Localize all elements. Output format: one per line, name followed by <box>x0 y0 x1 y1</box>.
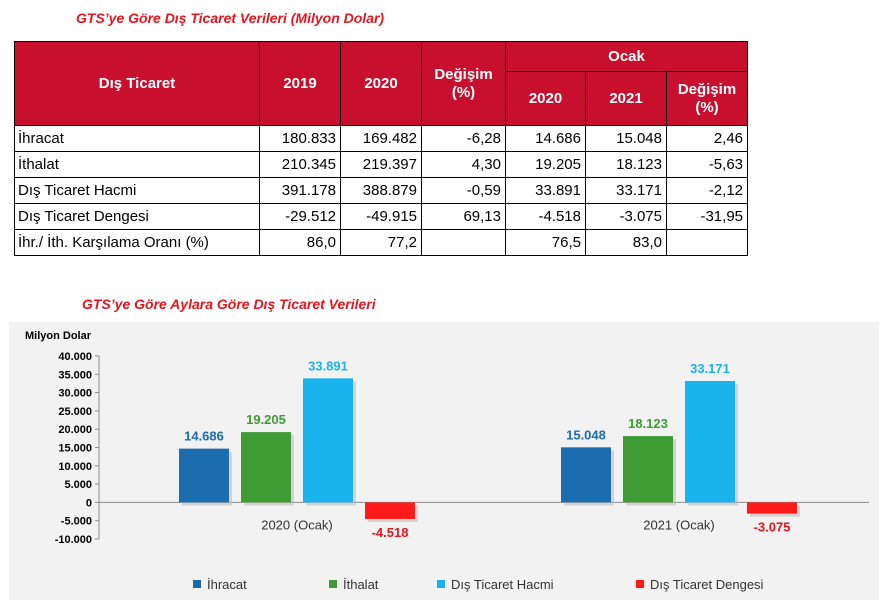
data-label: 18.123 <box>628 416 668 431</box>
y-tick-label: -10.000 <box>55 534 92 546</box>
header-2020: 2020 <box>340 41 422 126</box>
legend-label: İthalat <box>343 577 379 592</box>
cell-o2021: 83,0 <box>585 229 667 256</box>
table-row: Dış Ticaret Hacmi 391.178 388.879 -0,59 33.8… <box>14 177 749 204</box>
table-row: Dış Ticaret Dengesi -29.512 -49.915 69,13 -4… <box>14 203 749 230</box>
category-label: 2020 (Ocak) <box>261 517 333 532</box>
cell-chg: 4,30 <box>421 151 506 178</box>
y-tick-label: 15.000 <box>58 443 92 455</box>
header-ocak: Ocak <box>504 41 749 72</box>
cell-chg: 69,13 <box>421 203 506 230</box>
cell-v2020: 219.397 <box>340 151 422 178</box>
cell-o2020: 76,5 <box>505 229 586 256</box>
legend-label: İhracat <box>207 577 247 592</box>
legend-swatch <box>636 580 644 588</box>
table-row: İthalat 210.345 219.397 4,30 19.205 18.123 -5,… <box>14 151 749 178</box>
data-label: 33.891 <box>308 358 348 373</box>
header-ocak-degisim: Değişim (%) <box>665 71 749 126</box>
data-label: 33.171 <box>690 361 730 376</box>
bar-2-1 <box>241 432 291 503</box>
y-tick-label: 25.000 <box>58 406 92 418</box>
legend-swatch <box>329 580 337 588</box>
cell-o2021: -3.075 <box>585 203 667 230</box>
bar-1-2 <box>561 447 611 503</box>
row-label: İthalat <box>14 151 260 178</box>
bar-chart: Milyon Dolar 40.000 35.000 30.000 25.000 20.0… <box>25 330 869 592</box>
legend-swatch <box>437 580 445 588</box>
y-tick-label: -5.000 <box>61 516 92 528</box>
cell-v2020: 169.482 <box>340 125 422 152</box>
cell-chg: -6,28 <box>421 125 506 152</box>
cell-ochg: -5,63 <box>665 151 749 178</box>
legend-swatch <box>193 580 201 588</box>
cell-v2020: -49.915 <box>340 203 422 230</box>
cell-v2019: 180.833 <box>259 125 341 152</box>
cell-v2019: -29.512 <box>259 203 341 230</box>
cell-o2020: -4.518 <box>505 203 586 230</box>
y-tick-label: 0 <box>86 497 92 509</box>
bar-3-2 <box>685 380 735 503</box>
cell-ochg <box>665 229 749 256</box>
cell-v2019: 86,0 <box>259 229 341 256</box>
cell-o2020: 14.686 <box>505 125 586 152</box>
cell-o2021: 15.048 <box>585 125 667 152</box>
cell-v2020: 388.879 <box>340 177 422 204</box>
y-tick-label: 40.000 <box>58 351 92 363</box>
data-label: -3.075 <box>754 520 791 535</box>
cell-o2020: 19.205 <box>505 151 586 178</box>
legend-label: Dış Ticaret Hacmi <box>451 577 554 592</box>
data-label: 14.686 <box>184 429 224 444</box>
bar-4-1 <box>365 502 415 519</box>
cell-o2020: 33.891 <box>505 177 586 204</box>
y-tick-label: 30.000 <box>58 388 92 400</box>
data-label: -4.518 <box>372 525 409 540</box>
bar-2-2 <box>623 436 673 503</box>
y-tick-label: 10.000 <box>58 461 92 473</box>
header-2019: 2019 <box>259 41 341 126</box>
chart-title: GTS’ye Göre Aylara Göre Dış Ticaret Veri… <box>82 296 376 312</box>
cell-ochg: 2,46 <box>665 125 749 152</box>
table-title: GTS’ye Göre Dış Ticaret Verileri (Milyon… <box>76 10 385 26</box>
cell-chg: -0,59 <box>421 177 506 204</box>
row-label: İhr./ İth. Karşılama Oranı (%) <box>14 229 260 256</box>
y-tick-label: 20.000 <box>58 424 92 436</box>
chart-area: Milyon Dolar 40.000 35.000 30.000 25.000 20.0… <box>9 322 879 600</box>
cell-v2020: 77,2 <box>340 229 422 256</box>
table-row: İhr./ İth. Karşılama Oranı (%) 86,0 77,2 76… <box>14 229 749 256</box>
category-label: 2021 (Ocak) <box>643 517 715 532</box>
data-label: 19.205 <box>246 412 286 427</box>
cell-o2021: 33.171 <box>585 177 667 204</box>
header-dis-ticaret: Dış Ticaret <box>14 41 260 126</box>
row-label: İhracat <box>14 125 260 152</box>
header-ocak-2021: 2021 <box>585 71 667 126</box>
cell-v2019: 210.345 <box>259 151 341 178</box>
y-tick-label: 5.000 <box>64 479 92 491</box>
bar-1-1 <box>179 448 229 503</box>
y-tick-label: 35.000 <box>58 369 92 381</box>
data-label: 15.048 <box>566 427 606 442</box>
row-label: Dış Ticaret Hacmi <box>14 177 260 204</box>
y-axis-label: Milyon Dolar <box>25 330 92 342</box>
trade-table: Dış Ticaret 2019 2020 Değişim (%) Ocak 2… <box>14 41 749 256</box>
cell-ochg: -2,12 <box>665 177 749 204</box>
cell-ochg: -31,95 <box>665 203 749 230</box>
bar-3-1 <box>303 378 353 503</box>
row-label: Dış Ticaret Dengesi <box>14 203 260 230</box>
cell-chg <box>421 229 506 256</box>
cell-v2019: 391.178 <box>259 177 341 204</box>
legend-label: Dış Ticaret Dengesi <box>650 577 764 592</box>
header-degisim: Değişim (%) <box>421 41 506 126</box>
cell-o2021: 18.123 <box>585 151 667 178</box>
bar-4-2 <box>747 502 797 514</box>
header-ocak-2020: 2020 <box>505 71 586 126</box>
table-row: İhracat 180.833 169.482 -6,28 14.686 15.048 2,… <box>14 125 749 152</box>
